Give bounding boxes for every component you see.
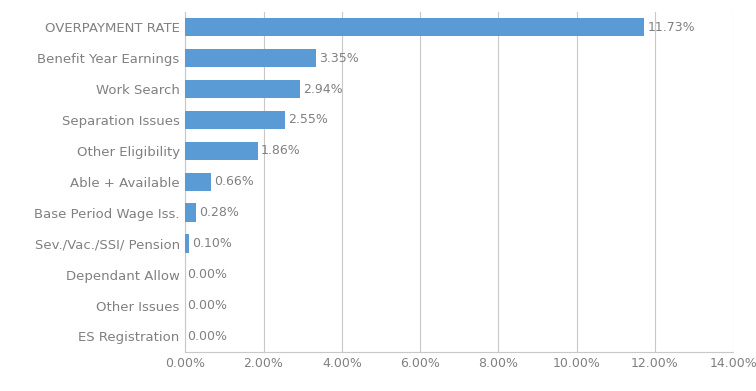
Text: 0.28%: 0.28% [200,206,239,219]
Text: 0.66%: 0.66% [214,175,254,188]
Bar [185,203,196,222]
Text: 11.73%: 11.73% [648,21,696,34]
Text: 0.10%: 0.10% [192,237,232,250]
Bar [185,49,316,67]
Bar [185,111,285,129]
Text: 0.00%: 0.00% [187,268,227,281]
Text: 3.35%: 3.35% [320,52,359,65]
Text: 0.00%: 0.00% [187,330,227,343]
Bar [185,142,258,160]
Text: 2.94%: 2.94% [303,83,343,95]
Bar [185,172,211,191]
Text: 2.55%: 2.55% [288,113,328,126]
Text: 1.86%: 1.86% [261,144,301,158]
Bar [185,18,644,36]
Text: 0.00%: 0.00% [187,299,227,312]
Bar [185,80,300,98]
Bar [185,234,189,253]
